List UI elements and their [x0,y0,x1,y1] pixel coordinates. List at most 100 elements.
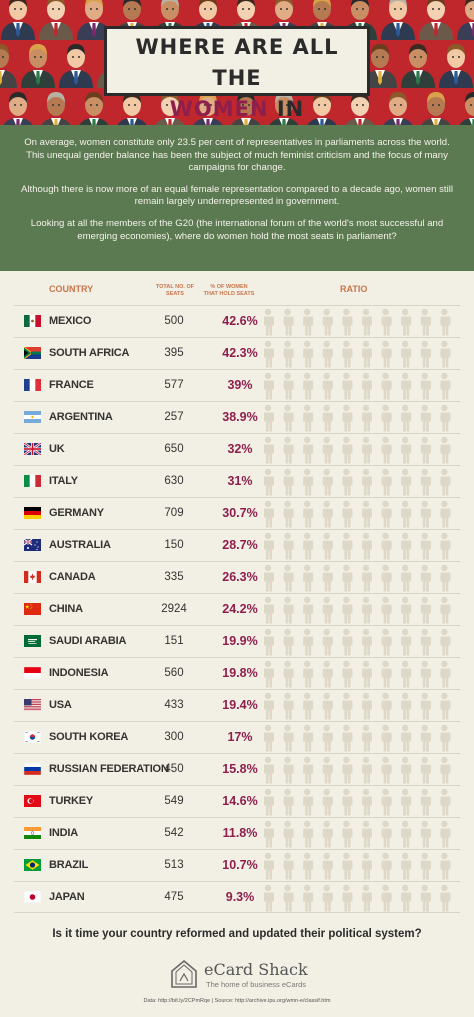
country-name: INDONESIA [49,667,109,679]
table-row: RUSSIAN FEDERATION 450 15.8% [14,753,460,785]
ratio-person-icon [400,852,412,880]
country-name: BRAZIL [49,859,89,871]
intro-paragraph-3: Looking at all the members of the G20 (t… [30,217,444,242]
ratio-person-icon [361,788,372,816]
country-name: INDIA [49,827,78,839]
ratio-person-icon [380,372,392,400]
ratio-person-icon [400,500,412,528]
ratio-person-icon [380,628,392,656]
women-percent: 9.3% [225,890,255,904]
ratio-person-icon [263,404,274,432]
ratio-person-icon [341,532,353,560]
total-seats: 257 [164,411,184,423]
women-percent: 30.7% [222,506,258,520]
ratio-person-icon [361,500,372,528]
usa-flag-icon [24,699,41,711]
ratio-person-icon [302,340,314,368]
ratio-person-icon [321,340,333,368]
ratio-person-icon [361,724,372,752]
ratio-person-icon [361,596,372,624]
total-seats: 151 [164,635,184,647]
crowd-person-icon [1,0,35,40]
ratio-person-icon [400,372,412,400]
total-seats: 300 [164,731,184,743]
ratio-person-icon [263,372,274,400]
country-name: AUSTRALIA [49,539,111,551]
ratio-figures [263,596,451,624]
ratio-person-icon [419,340,431,368]
ratio-person-icon [321,692,333,720]
ratio-person-icon [380,660,392,688]
country-name: MEXICO [49,315,92,327]
ratio-person-icon [380,852,392,880]
ratio-person-icon [263,468,274,496]
brand-logo[interactable]: eCard Shack The home of business eCards [170,957,330,991]
ratio-person-icon [439,884,451,912]
source-note[interactable]: Data: http://bit.ly/2CPmRqe | Source: ht… [143,998,331,1004]
page-title-line2: WOMEN IN PARLIAMENT? [107,94,367,125]
ratio-person-icon [400,692,412,720]
argentina-flag-icon [24,411,41,423]
crowd-person-icon [21,44,55,88]
table-row: UK 650 32% [14,433,460,465]
ratio-person-icon [341,852,353,880]
ratio-person-icon [341,660,353,688]
total-seats: 650 [164,443,184,455]
title-box: WHERE ARE ALL THE WOMEN IN PARLIAMENT? [104,26,370,121]
title-rest: IN PARLIAMENT? [276,97,305,121]
ratio-person-icon [263,852,274,880]
total-seats: 513 [164,859,184,871]
ratio-figures [263,788,451,816]
crowd-person-icon [381,0,415,40]
ratio-person-icon [302,308,314,336]
ratio-figures [263,884,451,912]
ratio-person-icon [419,628,431,656]
ratio-person-icon [341,468,353,496]
ratio-figures [263,820,451,848]
ratio-figures [263,500,451,528]
total-seats: 433 [164,699,184,711]
ratio-person-icon [380,532,392,560]
women-percent: 28.7% [222,538,258,552]
header-banner: WHERE ARE ALL THE WOMEN IN PARLIAMENT? [0,0,474,125]
ratio-person-icon [282,308,294,336]
intro-paragraph-2: Although there is now more of an equal f… [21,183,453,208]
ratio-person-icon [419,692,431,720]
table-row: USA 433 19.4% [14,689,460,721]
ratio-person-icon [321,596,333,624]
ratio-person-icon [400,404,412,432]
ratio-person-icon [400,884,412,912]
ratio-person-icon [282,500,294,528]
ratio-person-icon [282,660,294,688]
ratio-person-icon [419,884,431,912]
ratio-person-icon [302,788,314,816]
ratio-person-icon [361,340,372,368]
table-row: JAPAN 475 9.3% [14,881,460,913]
ratio-person-icon [439,628,451,656]
crowd-person-icon [79,92,109,125]
ratio-person-icon [302,660,314,688]
women-percent: 24.2% [222,602,258,616]
ratio-person-icon [341,340,353,368]
ratio-person-icon [380,308,392,336]
country-name: ITALY [49,475,78,487]
table-row: ARGENTINA 257 38.9% [14,401,460,433]
ratio-person-icon [400,340,412,368]
ratio-person-icon [341,820,353,848]
table-row: BRAZIL 513 10.7% [14,849,460,881]
brand-tagline: The home of business eCards [206,980,307,989]
brand-name: eCard Shack [204,960,308,979]
ratio-person-icon [321,884,333,912]
australia-flag-icon [24,539,41,551]
ratio-person-icon [361,308,372,336]
total-seats: 709 [164,507,184,519]
ratio-person-icon [380,340,392,368]
ratio-person-icon [282,820,294,848]
column-header-seats: TOTAL NO. OF SEATS [155,284,195,297]
ratio-person-icon [302,436,314,464]
ratio-person-icon [302,500,314,528]
france-flag-icon [24,379,41,391]
crowd-person-icon [363,44,397,88]
country-name: JAPAN [49,891,85,903]
house-icon [171,959,197,988]
